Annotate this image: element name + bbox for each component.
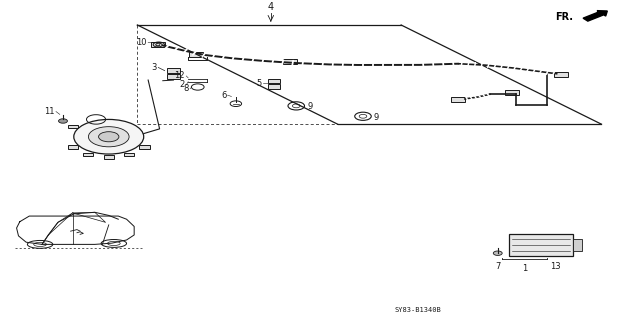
Bar — [452, 97, 465, 102]
Bar — [68, 125, 78, 128]
Text: 5: 5 — [256, 79, 261, 88]
Bar — [168, 68, 180, 73]
Text: 12: 12 — [175, 71, 185, 81]
Circle shape — [99, 132, 119, 142]
Bar — [268, 78, 280, 83]
Bar — [573, 239, 582, 251]
Circle shape — [493, 251, 502, 255]
Text: 4: 4 — [268, 3, 274, 12]
Bar — [83, 153, 93, 156]
Bar — [283, 59, 297, 64]
Text: 10: 10 — [136, 38, 147, 47]
Text: 6: 6 — [221, 91, 226, 100]
Text: 9: 9 — [374, 113, 379, 122]
Circle shape — [74, 119, 144, 154]
Bar — [68, 145, 78, 149]
Bar — [189, 52, 203, 57]
Text: 13: 13 — [550, 262, 561, 271]
FancyArrow shape — [583, 11, 607, 21]
Text: 2: 2 — [180, 80, 185, 89]
Circle shape — [89, 127, 129, 147]
Text: 11: 11 — [44, 107, 55, 116]
Bar — [140, 145, 150, 149]
Text: SY83-B1340B: SY83-B1340B — [395, 307, 441, 313]
Text: 1: 1 — [522, 264, 527, 273]
Bar — [152, 42, 166, 47]
Text: 7: 7 — [495, 262, 501, 271]
Bar — [268, 84, 280, 89]
Bar — [554, 72, 568, 77]
Text: 3: 3 — [151, 63, 157, 72]
Text: 9: 9 — [307, 102, 312, 111]
Circle shape — [59, 119, 68, 123]
Bar — [509, 234, 573, 256]
Bar — [505, 90, 519, 95]
Text: FR.: FR. — [555, 12, 573, 22]
Text: 8: 8 — [183, 84, 189, 93]
Bar — [124, 153, 134, 156]
Bar — [168, 74, 180, 78]
Bar — [104, 156, 114, 159]
